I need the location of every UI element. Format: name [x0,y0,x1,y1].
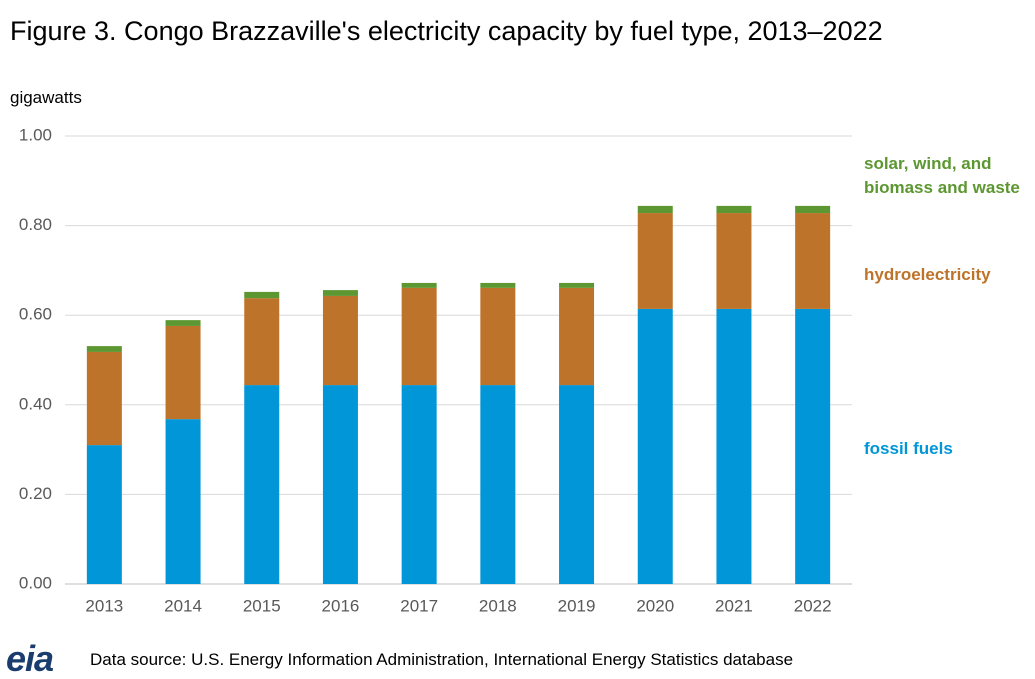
bar-segment [401,287,437,386]
bar-segment [401,282,437,288]
bar-segment [322,295,358,386]
bar-segment [716,205,752,214]
y-tick-label: 0.80 [19,215,52,234]
x-tick-label: 2016 [322,596,360,615]
x-tick-label: 2015 [243,596,281,615]
bar-segment [559,282,595,288]
bar-segment [244,298,280,386]
x-tick-label: 2019 [558,596,596,615]
bar-segment [637,308,673,584]
source-note: Data source: U.S. Energy Information Adm… [90,650,794,669]
x-tick-label: 2022 [794,596,832,615]
legend-label: solar, wind, and biomass and waste [864,154,1020,197]
bar-segment [401,385,437,584]
legend-label: hydroelectricity [864,265,991,284]
bar-segment [716,308,752,584]
bar-segment [244,385,280,584]
logo: eia [6,638,54,679]
bar-segment [322,290,358,296]
bar-segment [637,205,673,214]
x-tick-label: 2020 [636,596,674,615]
y-tick-label: 0.00 [19,573,52,592]
bar-segment [322,385,358,584]
bar-segment [86,346,122,352]
bar-segment [165,419,201,584]
y-tick-label: 0.40 [19,394,52,413]
bar-segment [559,287,595,386]
y-tick-label: 0.20 [19,484,52,503]
bar-segment [795,205,831,214]
x-tick-label: 2017 [400,596,438,615]
x-tick-label: 2014 [164,596,202,615]
x-tick-label: 2021 [715,596,753,615]
bar-segment [480,385,516,584]
bar-segment [559,385,595,584]
bar-segment [244,291,280,299]
bar-segment [86,351,122,446]
legend-label: fossil fuels [864,439,953,458]
bar-segment [480,282,516,288]
bar-segment [165,320,201,326]
y-tick-label: 0.60 [19,305,52,324]
y-tick-label: 1.00 [19,125,52,144]
x-tick-label: 2013 [85,596,123,615]
bar-segment [637,213,673,309]
chart-title: Figure 3. Congo Brazzaville's electricit… [10,16,883,46]
bar-segment [716,213,752,309]
bar-segment [480,287,516,386]
bar-segment [86,445,122,584]
y-axis-label: gigawatts [10,88,82,107]
bar-segment [795,213,831,309]
bar-segment [795,308,831,584]
x-tick-label: 2018 [479,596,517,615]
bar-segment [165,325,201,420]
